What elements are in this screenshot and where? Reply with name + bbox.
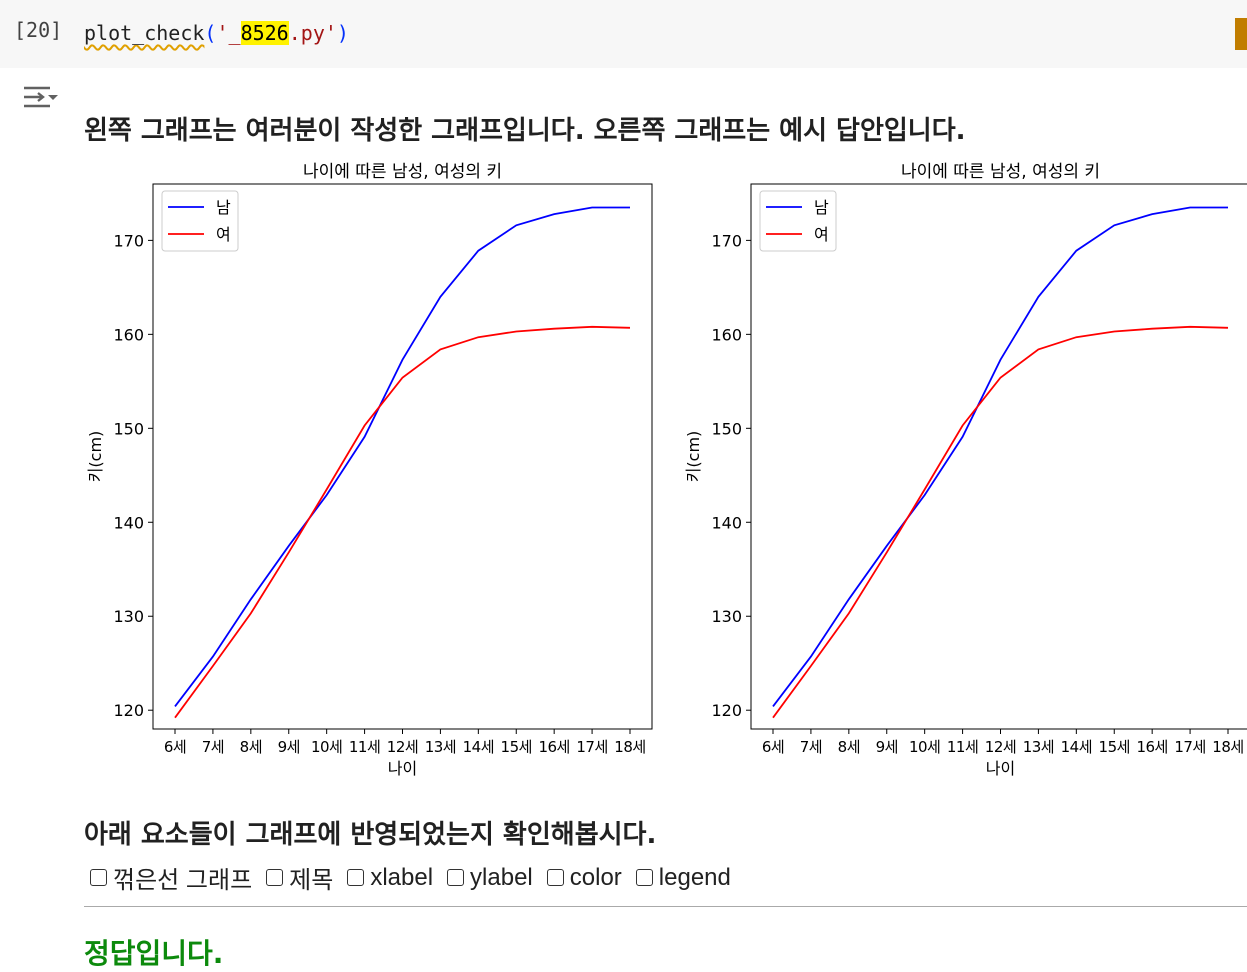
execution-count: [20]	[14, 18, 63, 42]
legend-label: 남	[814, 198, 829, 217]
x-tick-label: 12세	[387, 738, 418, 756]
check-color[interactable]: color	[546, 863, 622, 892]
chart-legend: 남여	[161, 190, 239, 252]
x-tick-label: 17세	[1174, 738, 1205, 756]
series-line-male	[772, 206, 1228, 707]
checklist: 꺾은선 그래프 제목 xlabel ylabel color legend	[90, 860, 745, 895]
code-string-suffix: .py	[288, 21, 325, 45]
x-tick-label: 8세	[838, 738, 860, 756]
checkbox[interactable]	[347, 869, 365, 886]
code-string-prefix: _	[228, 21, 241, 45]
checklist-heading: 아래 요소들이 그래프에 반영되었는지 확인해봅시다.	[84, 820, 657, 850]
series-line-female	[174, 325, 631, 719]
checkbox[interactable]	[546, 869, 564, 886]
x-axis-label: 나이	[986, 759, 1015, 778]
y-tick-label: 150	[113, 419, 144, 438]
code-paren-close: )	[336, 21, 349, 45]
x-tick-label: 11세	[947, 738, 978, 756]
code-cell-input[interactable]: [20] plot_check('_8526.py')	[0, 0, 1247, 68]
x-tick-label: 13세	[425, 738, 456, 756]
result-message: 정답입니다.	[84, 937, 224, 970]
legend-label: 여	[814, 225, 829, 244]
code-paren-open: (	[204, 21, 217, 45]
series-line-female	[772, 325, 1229, 719]
plot-area-frame	[152, 183, 653, 730]
y-axis-label: 키(cm)	[684, 431, 703, 483]
x-tick-label: 10세	[311, 738, 342, 756]
x-tick-label: 7세	[800, 738, 822, 756]
chart-svg: 나이에 따른 남성, 여성의 키 120 130 140 150 160 170 6세 7세 8세…	[684, 162, 1247, 778]
check-xlabel[interactable]: xlabel	[347, 864, 433, 892]
x-tick-label: 6세	[164, 738, 186, 756]
y-tick-label: 160	[711, 325, 742, 344]
check-label: xlabel	[370, 863, 434, 891]
output-heading: 왼쪽 그래프는 여러분이 작성한 그래프입니다. 오른쪽 그래프는 예시 답안입…	[84, 116, 966, 146]
output-collapse-icon[interactable]	[20, 84, 60, 114]
y-tick-label: 140	[113, 513, 144, 532]
x-tick-label: 18세	[1212, 738, 1243, 756]
y-tick-label: 120	[113, 701, 144, 720]
chart-svg: 나이에 따른 남성, 여성의 키 120 130 140 150 160 170 6세 7세 8세…	[86, 162, 653, 778]
chart-legend: 남여	[759, 190, 837, 252]
x-tick-label: 15세	[501, 738, 532, 756]
x-tick-label: 10세	[909, 738, 940, 756]
legend-frame	[161, 190, 239, 252]
x-tick-label: 12세	[985, 738, 1016, 756]
x-axis-label: 나이	[388, 759, 417, 778]
y-tick-label: 120	[711, 701, 742, 720]
x-tick-label: 15세	[1099, 738, 1130, 756]
check-label: 꺾은선 그래프	[113, 867, 253, 894]
x-tick-label: 17세	[576, 738, 607, 756]
check-legend[interactable]: legend	[635, 863, 731, 892]
series-line-male	[174, 206, 630, 707]
x-tick-label: 16세	[1136, 738, 1167, 756]
y-tick-label: 140	[711, 513, 742, 532]
y-tick-label: 160	[113, 325, 144, 344]
legend-frame	[759, 190, 837, 252]
check-line-graph[interactable]: 꺾은선 그래프	[90, 860, 252, 895]
legend-label: 여	[216, 225, 231, 244]
y-tick-label: 170	[711, 231, 742, 250]
x-tick-label: 18세	[614, 738, 645, 756]
code-quote-open: '	[216, 21, 229, 45]
x-tick-label: 11세	[349, 738, 380, 756]
x-tick-label: 6세	[762, 738, 784, 756]
x-tick-label: 9세	[876, 738, 898, 756]
y-tick-label: 150	[711, 419, 742, 438]
x-tick-label: 13세	[1023, 738, 1054, 756]
check-label: ylabel	[470, 863, 533, 891]
example-line-chart: 나이에 따른 남성, 여성의 키 120 130 140 150 160 170 6세 7세 8세…	[658, 152, 1247, 782]
x-tick-label: 16세	[538, 738, 569, 756]
x-tick-label: 8세	[240, 738, 262, 756]
check-label: color	[569, 863, 622, 891]
x-tick-label: 14세	[1061, 738, 1092, 756]
chart-title: 나이에 따른 남성, 여성의 키	[901, 162, 1100, 182]
checkbox[interactable]	[90, 869, 107, 886]
code-function-name: plot_check	[84, 21, 205, 45]
x-tick-label: 14세	[463, 738, 494, 756]
chart-title: 나이에 따른 남성, 여성의 키	[303, 162, 502, 182]
legend-label: 남	[216, 198, 231, 217]
user-line-chart: 나이에 따른 남성, 여성의 키 120 130 140 150 160 170 6세 7세 8세…	[60, 152, 660, 782]
check-label: 제목	[289, 867, 334, 894]
checkbox[interactable]	[266, 869, 284, 886]
checkbox[interactable]	[447, 869, 465, 886]
y-tick-label: 130	[711, 607, 742, 626]
code-quote-close: '	[324, 21, 337, 45]
code-line[interactable]: plot_check('_8526.py')	[84, 21, 349, 45]
check-ylabel[interactable]: ylabel	[447, 864, 533, 892]
code-search-highlight: 8526	[240, 21, 289, 45]
check-label: legend	[658, 863, 731, 891]
check-title[interactable]: 제목	[266, 860, 333, 895]
y-tick-label: 130	[113, 607, 144, 626]
x-tick-label: 9세	[278, 738, 300, 756]
cell-status-marker	[1235, 18, 1247, 50]
y-axis-label: 키(cm)	[86, 431, 105, 483]
x-tick-label: 7세	[202, 738, 224, 756]
y-tick-label: 170	[113, 231, 144, 250]
divider	[84, 906, 1247, 907]
checkbox[interactable]	[635, 869, 653, 886]
